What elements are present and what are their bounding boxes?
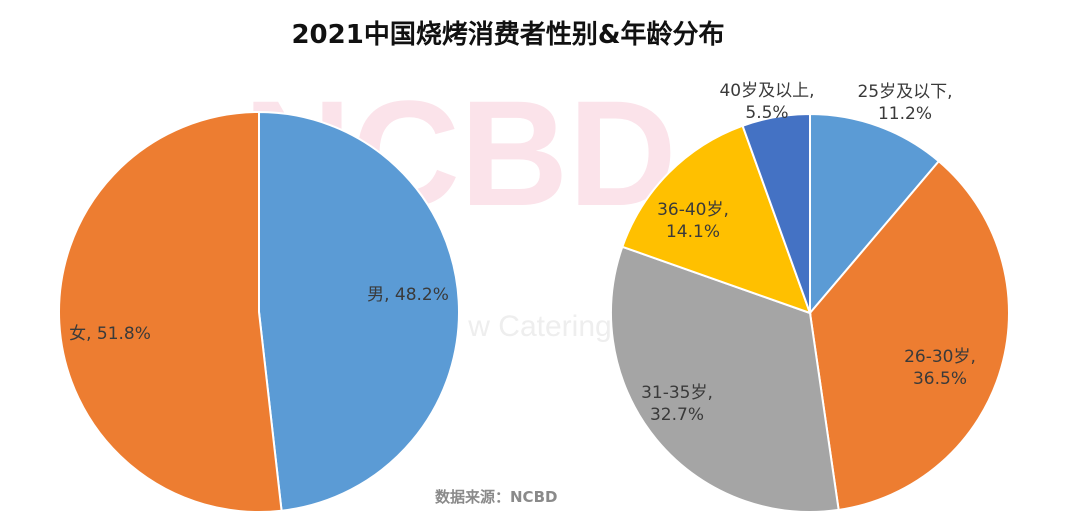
gender-pie: 男, 48.2% 女, 51.8%	[57, 110, 460, 513]
data-source: 数据来源：NCBD	[435, 488, 558, 506]
slice-label-36-40岁: 36-40岁, 14.1%	[657, 200, 729, 242]
chart-title: 2021中国烧烤消费者性别&年龄分布	[291, 20, 725, 50]
slice-label-男: 男, 48.2%	[367, 285, 449, 305]
pie-slice-女	[57, 110, 283, 513]
slice-label-40岁及以上: 40岁及以上, 5.5%	[719, 81, 814, 123]
slice-label-26-30岁: 26-30岁, 36.5%	[904, 347, 976, 389]
pie-slice-40岁及以上	[741, 112, 811, 314]
pie-slice-26-30岁	[808, 159, 1010, 512]
slice-label-25岁及以下: 25岁及以下, 11.2%	[857, 82, 952, 124]
pie-slice-男	[258, 110, 460, 512]
slice-label-31-35岁: 31-35岁, 32.7%	[641, 383, 713, 425]
slice-label-女: 女, 51.8%	[69, 324, 151, 344]
age-pie: 25岁及以下, 11.2% 26-30岁, 36.5% 31-35岁, 32.7% 36-4…	[610, 81, 1010, 513]
watermark-caption: w Catering	[467, 310, 611, 343]
pie-slice-25岁及以下	[809, 112, 941, 316]
pie-slice-31-35岁	[610, 245, 840, 513]
pie-slice-36-40岁	[621, 124, 812, 315]
